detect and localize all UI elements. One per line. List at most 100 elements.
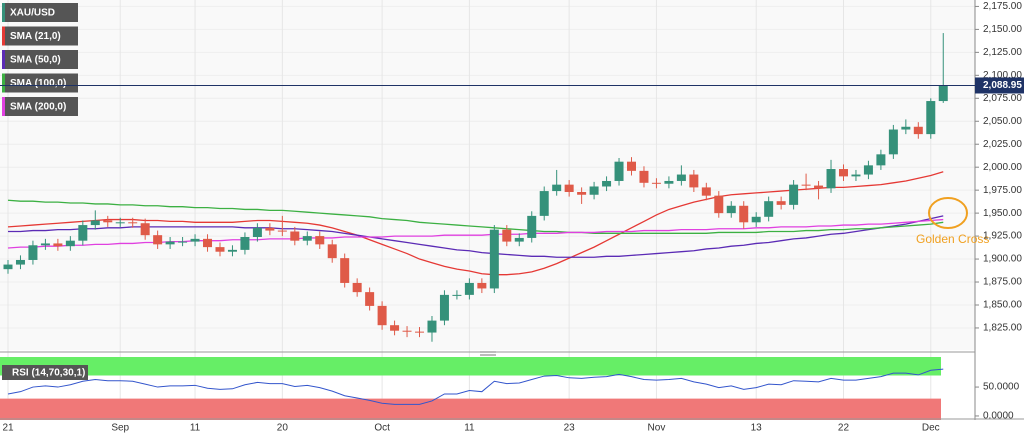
candle-body <box>290 231 300 241</box>
legend: XAU/USD SMA (21,0) SMA (50,0) SMA (100,0) SM… <box>2 3 88 380</box>
candle-body <box>627 161 636 171</box>
candle-body <box>863 165 873 175</box>
y-tick-label: 2,050.00 <box>983 116 1022 127</box>
x-tick-label: Dec <box>922 423 940 434</box>
candle-body <box>215 247 225 252</box>
y-tick-label: 0.0000 <box>983 411 1014 422</box>
candle-body <box>78 225 88 241</box>
candle-body <box>589 186 599 195</box>
candle-body <box>390 325 400 331</box>
y-tick-label: 1,925.00 <box>983 231 1022 242</box>
candle-body <box>90 220 100 226</box>
legend-label: SMA (21,0) <box>10 31 61 42</box>
legend-swatch <box>2 73 5 93</box>
candle-body <box>764 201 774 217</box>
y-tick-label: 2,100.00 <box>983 70 1022 81</box>
candle-body <box>377 305 387 326</box>
legend-box <box>2 26 78 46</box>
candle-body <box>913 126 923 135</box>
candle-body <box>564 184 574 192</box>
rsi-line <box>7 368 944 405</box>
legend-label: XAU/USD <box>10 8 55 19</box>
candle-body <box>639 170 649 183</box>
oversold-zone <box>0 398 941 420</box>
candle-body <box>938 85 948 102</box>
candle-body <box>128 222 138 224</box>
x-tick-label: 11 <box>464 423 475 434</box>
candle-body <box>651 182 661 184</box>
candle-body <box>776 201 786 205</box>
golden-cross-circle <box>928 197 968 229</box>
y-tick-label: 2,150.00 <box>983 24 1022 35</box>
candle-body <box>103 220 113 223</box>
candle-body <box>15 259 25 265</box>
candle-body <box>352 282 362 293</box>
candle-body <box>340 258 350 283</box>
candle-body <box>240 237 250 250</box>
candle-body <box>926 101 936 135</box>
candle-body <box>153 235 163 245</box>
y-tick-label: 2,125.00 <box>983 47 1022 58</box>
candle-body <box>140 223 150 236</box>
legend-box <box>2 50 78 69</box>
x-tick-label: 21 <box>2 423 14 434</box>
legend-label: SMA (100,0) <box>10 78 66 89</box>
candle-body <box>439 294 449 321</box>
x-tick-label: 22 <box>838 423 850 434</box>
marks <box>3 33 948 405</box>
legend-swatch <box>2 3 5 22</box>
candle-body <box>165 241 175 245</box>
y-tick-label: 1,850.00 <box>983 300 1022 311</box>
candle-body <box>602 180 612 187</box>
candle-body <box>814 185 824 189</box>
y-tick-label: 2,075.00 <box>983 93 1022 104</box>
legend-label: SMA (200,0) <box>10 102 66 113</box>
candle-body <box>452 294 462 296</box>
x-tick-label: 11 <box>190 423 201 434</box>
y-tick-label: 1,825.00 <box>983 323 1022 334</box>
candle-body <box>365 292 375 306</box>
legend-box <box>2 3 78 22</box>
candle-body <box>53 243 63 247</box>
candle-body <box>514 237 524 242</box>
y-tick-label: 1,950.00 <box>983 208 1022 219</box>
legend-swatch <box>2 97 5 116</box>
splitter <box>480 351 496 356</box>
y-tick-label: 2,025.00 <box>983 139 1022 150</box>
candle-body <box>302 236 312 241</box>
candle-body <box>502 229 512 242</box>
candle-body <box>277 230 287 232</box>
sma-line <box>7 171 944 276</box>
candle-body <box>227 249 237 252</box>
candle-body <box>28 245 38 260</box>
candle-body <box>464 282 474 295</box>
legend-box <box>2 97 78 116</box>
x-tick-label: 13 <box>751 423 763 434</box>
last-price-label: 2,088.95 <box>983 80 1022 91</box>
candle-body <box>739 205 749 223</box>
candle-body <box>552 184 562 192</box>
sma-line <box>7 218 944 249</box>
price-panel <box>0 0 975 350</box>
candle-body <box>789 184 799 205</box>
x-tick-label: 20 <box>277 423 289 434</box>
candle-body <box>489 229 499 289</box>
candle-body <box>477 282 487 289</box>
candle-body <box>851 174 861 177</box>
x-tick-label: 23 <box>564 423 576 434</box>
y-tick-label: 2,175.00 <box>983 1 1022 12</box>
candle-body <box>402 330 412 332</box>
y-tick-label: 1,875.00 <box>983 277 1022 288</box>
candle-body <box>527 215 537 238</box>
candle-body <box>826 169 836 189</box>
candle-body <box>203 238 213 248</box>
candle-body <box>65 240 75 247</box>
candle-body <box>701 187 711 196</box>
candle-body <box>876 154 886 166</box>
candle-body <box>3 264 13 270</box>
candle-body <box>888 129 898 155</box>
candle-body <box>801 184 811 186</box>
sma-line <box>7 199 944 234</box>
candle-body <box>577 191 587 195</box>
candle-body <box>115 222 125 224</box>
